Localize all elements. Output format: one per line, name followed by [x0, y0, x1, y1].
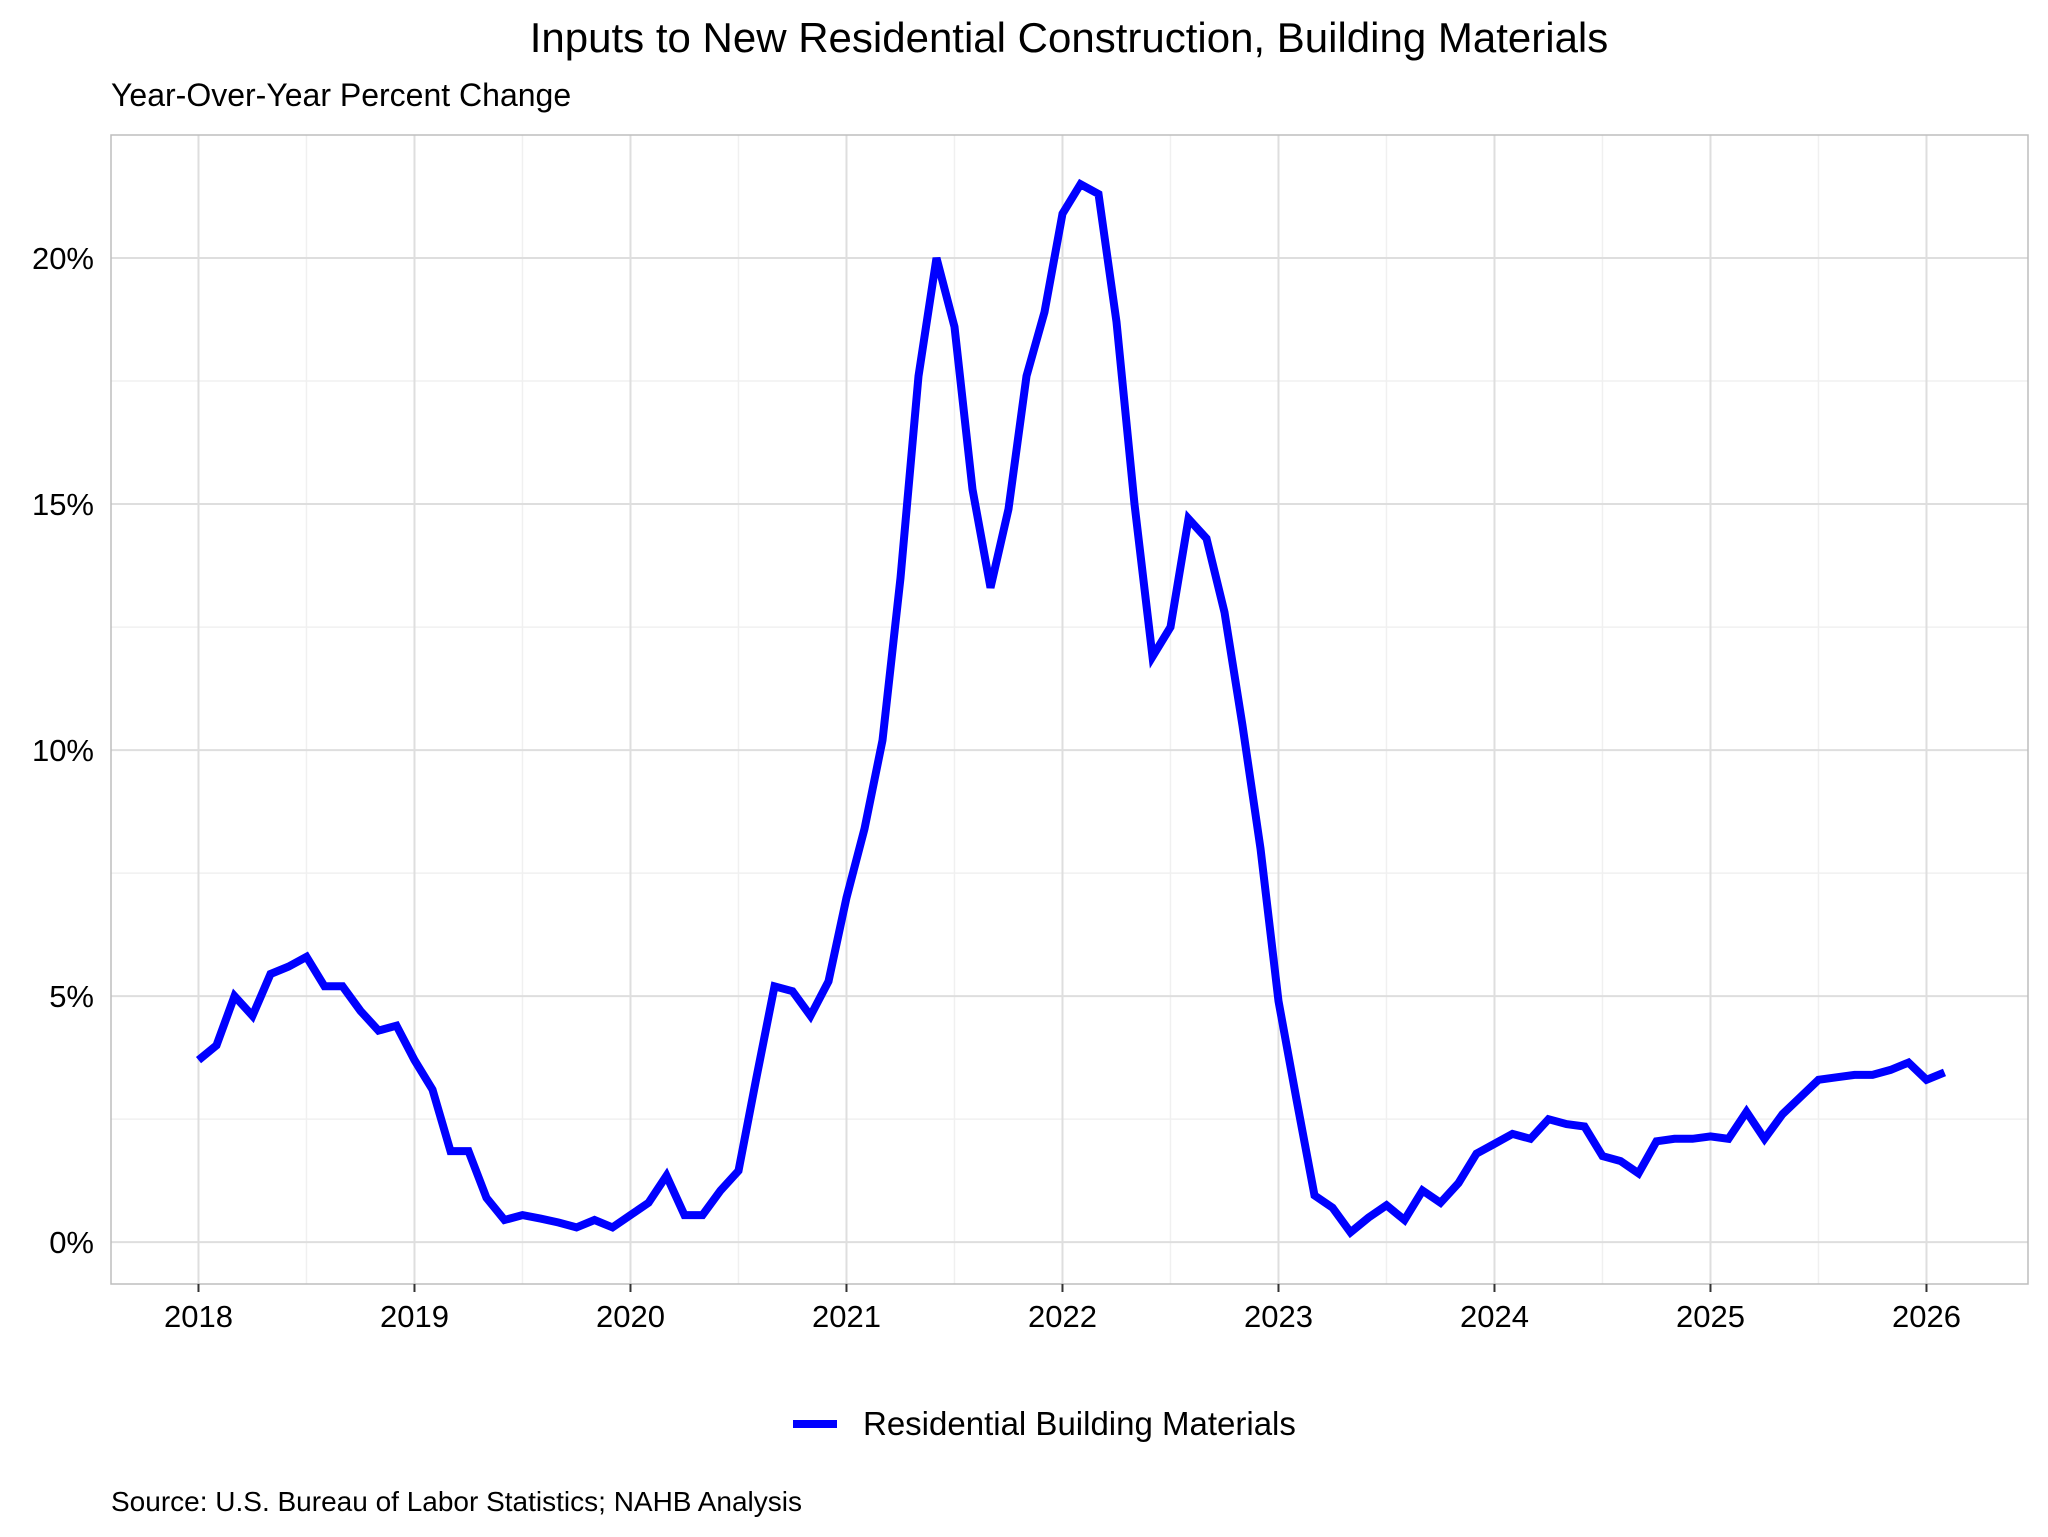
chart-subtitle: Year-Over-Year Percent Change: [111, 77, 571, 113]
y-axis: 0% 5% 10% 15% 20%: [32, 241, 94, 1260]
x-tick-label: 2021: [812, 1299, 881, 1334]
x-tick-label: 2024: [1460, 1299, 1529, 1334]
grid: [111, 135, 2028, 1284]
x-tick-label: 2019: [380, 1299, 449, 1334]
y-tick-label: 20%: [32, 241, 94, 276]
y-tick-label: 5%: [49, 979, 94, 1014]
x-tick-label: 2018: [164, 1299, 233, 1334]
legend: Residential Building Materials: [793, 1405, 1296, 1442]
x-axis: 2018 2019 2020 2021 2022 2023 2024 2025 2026: [164, 1284, 1961, 1334]
series-group: [195, 178, 1947, 1239]
y-tick-label: 15%: [32, 487, 94, 522]
x-tick-label: 2025: [1676, 1299, 1745, 1334]
y-tick-label: 0%: [49, 1225, 94, 1260]
series-line: [195, 178, 1947, 1239]
x-tick-label: 2020: [596, 1299, 665, 1334]
x-tick-label: 2026: [1892, 1299, 1961, 1334]
chart-title: Inputs to New Residential Construction, …: [530, 14, 1609, 61]
source-note: Source: U.S. Bureau of Labor Statistics;…: [111, 1486, 802, 1517]
plot-panel-border: [110, 134, 2029, 1285]
y-tick-label: 10%: [32, 733, 94, 768]
x-tick-label: 2023: [1244, 1299, 1313, 1334]
legend-label: Residential Building Materials: [863, 1405, 1296, 1442]
x-tick-label: 2022: [1028, 1299, 1097, 1334]
